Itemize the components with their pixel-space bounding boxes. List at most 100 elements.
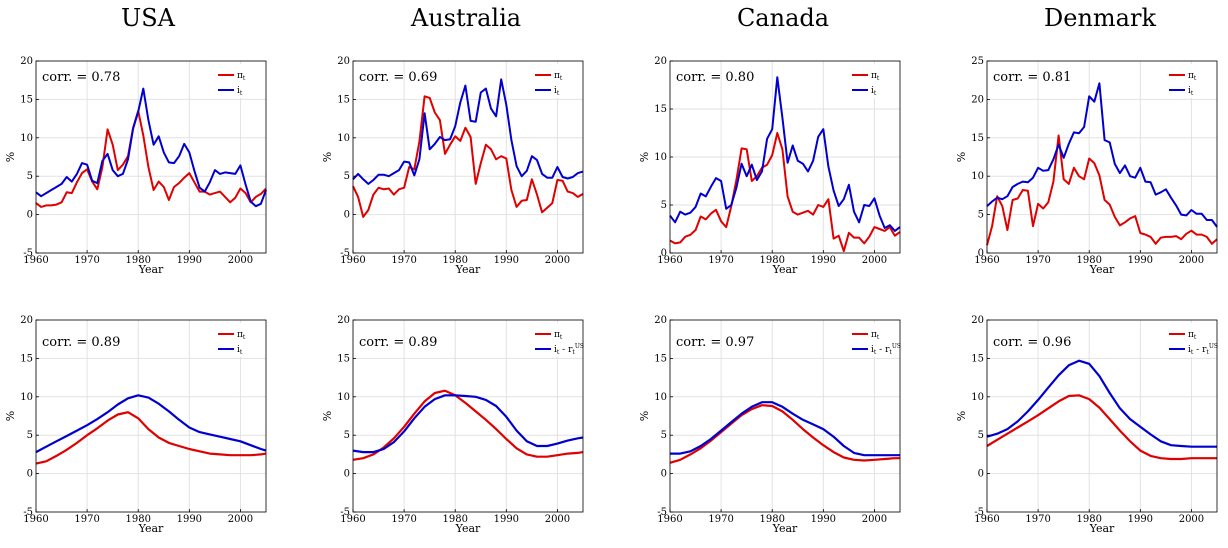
y-tick-label: 10 xyxy=(654,392,667,403)
x-tick-label: 2000 xyxy=(1179,255,1204,266)
column-title-canada: Canada xyxy=(736,4,830,32)
series-line-pi xyxy=(986,394,1217,461)
legend-label-i: it xyxy=(1188,86,1194,97)
axes-box xyxy=(35,60,267,254)
axes-box xyxy=(352,60,584,254)
y-tick-label: 0 xyxy=(27,210,33,221)
axes-box xyxy=(986,319,1218,513)
x-axis-label: Year xyxy=(772,263,798,276)
panel-canada-smoothed: 1960 1970 1980 1990 2000 -5 0 5 10 15 20 Year% corr.… xyxy=(638,315,901,535)
axes-box xyxy=(35,319,267,513)
y-axis-label: % xyxy=(4,411,17,421)
x-tick-label: 1960 xyxy=(657,255,682,266)
x-tick-label: 2000 xyxy=(1179,514,1204,525)
y-tick-label: 15 xyxy=(654,104,667,115)
x-tick-label: 1990 xyxy=(811,514,836,525)
y-tick-label: 10 xyxy=(971,392,984,403)
y-tick-label: 15 xyxy=(654,353,667,364)
legend-label-pi: πt xyxy=(871,330,880,341)
corr-annotation: corr. = 0.97 xyxy=(676,335,754,350)
x-tick-label: 1960 xyxy=(974,514,999,525)
corr-annotation: corr. = 0.78 xyxy=(42,70,120,85)
x-axis-label: Year xyxy=(138,522,164,535)
x-tick-label: 1980 xyxy=(1076,255,1101,266)
series-line-i xyxy=(669,76,901,232)
column-title-usa: USA xyxy=(121,4,175,32)
x-tick-label: 2000 xyxy=(545,255,570,266)
x-tick-label: 1990 xyxy=(1128,514,1153,525)
x-tick-label: 2000 xyxy=(228,514,253,525)
y-tick-label: 10 xyxy=(654,152,667,163)
legend-box xyxy=(849,64,899,98)
legend-label-pi: πt xyxy=(871,71,880,82)
series-line-pi xyxy=(352,95,584,218)
x-tick-label: 1960 xyxy=(23,514,48,525)
y-axis-label: % xyxy=(321,411,334,421)
y-tick-label: 0 xyxy=(344,210,350,221)
corr-annotation: corr. = 0.89 xyxy=(42,335,120,350)
y-tick-label: 0 xyxy=(27,469,33,480)
panel-denmark-raw: 1960 1970 1980 1990 2000 0 5 10 15 20 25 Year% corr.… xyxy=(955,56,1218,276)
y-tick-label: 0 xyxy=(661,248,667,259)
y-tick-label: 20 xyxy=(337,315,350,326)
corr-annotation: corr. = 0.96 xyxy=(993,335,1071,350)
x-tick-label: 1970 xyxy=(708,255,733,266)
x-tick-label: 1970 xyxy=(708,514,733,525)
legend-label-i: it - rtUS xyxy=(554,343,584,356)
legend-label-i: it xyxy=(237,86,243,97)
axes-box xyxy=(352,319,584,513)
legend-box xyxy=(532,323,582,357)
y-tick-label: 15 xyxy=(971,353,984,364)
legend-label-pi: πt xyxy=(554,330,563,341)
y-tick-label: 0 xyxy=(344,469,350,480)
x-tick-label: 1960 xyxy=(657,514,682,525)
y-tick-label: -5 xyxy=(340,507,350,518)
x-tick-label: 1970 xyxy=(74,514,99,525)
y-tick-label: -5 xyxy=(974,507,984,518)
panel-denmark-smoothed: 1960 1970 1980 1990 2000 -5 0 5 10 15 20 Year% corr.… xyxy=(955,315,1218,535)
series-line-pi xyxy=(352,389,584,461)
y-tick-label: -5 xyxy=(23,248,33,259)
y-tick-label: 20 xyxy=(654,56,667,67)
x-tick-label: 1960 xyxy=(974,255,999,266)
y-tick-label: 10 xyxy=(20,392,33,403)
y-tick-label: 5 xyxy=(978,210,984,221)
corr-annotation: corr. = 0.69 xyxy=(359,70,437,85)
y-tick-label: 15 xyxy=(971,133,984,144)
y-tick-label: -5 xyxy=(23,507,33,518)
panel-australia-smoothed: 1960 1970 1980 1990 2000 -5 0 5 10 15 20 Year% corr.… xyxy=(321,315,584,535)
series-line-i xyxy=(352,78,584,185)
y-tick-label: -5 xyxy=(657,507,667,518)
y-tick-label: 5 xyxy=(661,200,667,211)
x-tick-label: 1970 xyxy=(391,255,416,266)
x-tick-label: 2000 xyxy=(228,255,253,266)
legend-label-i: it xyxy=(237,345,243,356)
x-tick-label: 1990 xyxy=(494,255,519,266)
y-tick-label: 5 xyxy=(978,430,984,441)
legend-box xyxy=(849,323,899,357)
axes-box xyxy=(669,319,901,513)
x-tick-label: 1970 xyxy=(74,255,99,266)
column-title-denmark: Denmark xyxy=(1044,4,1156,32)
y-tick-label: 5 xyxy=(344,430,350,441)
y-tick-label: 20 xyxy=(20,315,33,326)
legend-label-pi: πt xyxy=(1188,330,1197,341)
y-tick-label: 10 xyxy=(20,133,33,144)
x-tick-label: 1990 xyxy=(177,514,202,525)
y-tick-label: -5 xyxy=(340,248,350,259)
legend-box xyxy=(532,64,582,98)
x-axis-label: Year xyxy=(455,522,481,535)
y-tick-label: 15 xyxy=(20,94,33,105)
legend-label-pi: πt xyxy=(554,71,563,82)
x-axis-label: Year xyxy=(772,522,798,535)
series-line-i xyxy=(986,359,1217,448)
series-line-i xyxy=(35,394,267,454)
y-tick-label: 20 xyxy=(654,315,667,326)
x-tick-label: 2000 xyxy=(862,514,887,525)
series-line-i xyxy=(670,401,900,457)
y-tick-label: 15 xyxy=(337,353,350,364)
legend-box xyxy=(1166,323,1216,357)
y-axis-label: % xyxy=(955,411,968,421)
panel-usa-smoothed: 1960 1970 1980 1990 2000 -5 0 5 10 15 20 Year% corr.… xyxy=(4,315,267,535)
x-tick-label: 1980 xyxy=(125,255,150,266)
